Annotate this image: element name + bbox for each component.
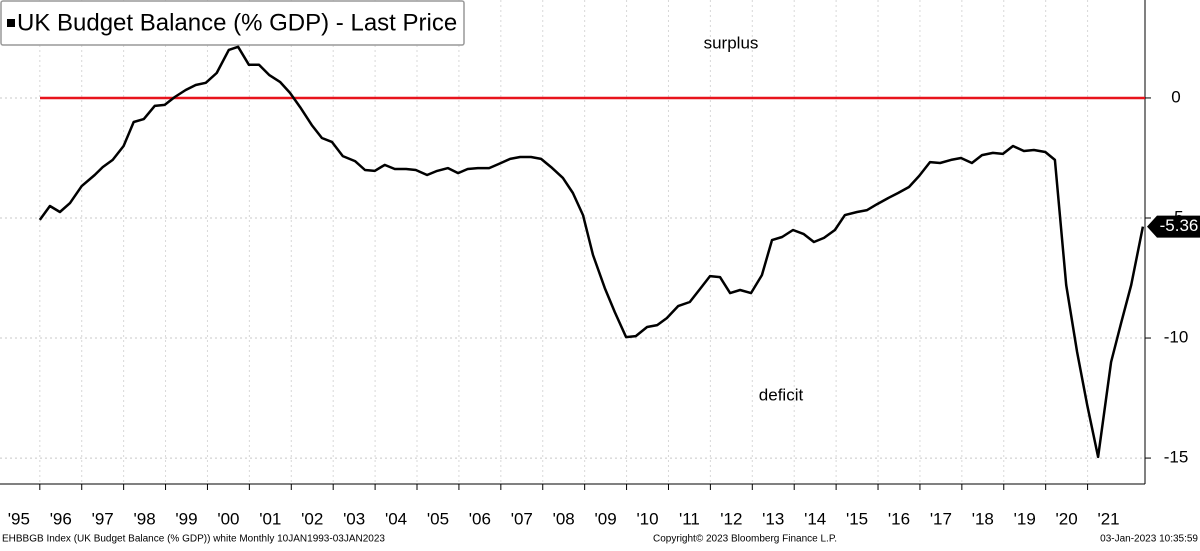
y-tick-label: -15 xyxy=(1164,448,1189,467)
x-tick-label: '10 xyxy=(636,509,658,528)
legend-swatch xyxy=(7,19,15,27)
x-tick-label: '96 xyxy=(50,509,72,528)
footer-left: EHBBGB Index (UK Budget Balance (% GDP))… xyxy=(2,534,385,545)
annotation: surplus xyxy=(704,33,759,52)
x-tick-label: '09 xyxy=(595,509,617,528)
y-tick-label: 0 xyxy=(1171,87,1180,106)
last-value-label: -5.36 xyxy=(1160,216,1199,235)
annotation: deficit xyxy=(759,385,804,404)
x-tick-label: '95 xyxy=(8,509,30,528)
x-tick-label: '14 xyxy=(804,509,826,528)
x-tick-label: '19 xyxy=(1014,509,1036,528)
x-tick-label: '13 xyxy=(762,509,784,528)
series-line xyxy=(38,45,1145,459)
x-tick-label: '01 xyxy=(259,509,281,528)
x-tick-label: '21 xyxy=(1097,509,1119,528)
x-tick-label: '11 xyxy=(679,509,700,528)
x-tick-label: '00 xyxy=(217,509,239,528)
x-tick-label: '99 xyxy=(175,509,197,528)
x-tick-label: '18 xyxy=(972,509,994,528)
x-tick-label: '08 xyxy=(553,509,575,528)
x-tick-label: '02 xyxy=(301,509,323,528)
legend-box xyxy=(0,0,465,46)
x-tick-label: '17 xyxy=(930,509,952,528)
x-tick-label: '16 xyxy=(888,509,910,528)
x-tick-label: '98 xyxy=(134,509,156,528)
legend-label: UK Budget Balance (% GDP) - Last Price xyxy=(17,9,457,36)
x-tick-label: '15 xyxy=(846,509,868,528)
x-tick-label: '12 xyxy=(720,509,742,528)
x-tick-label: '07 xyxy=(511,509,533,528)
x-tick-label: '20 xyxy=(1056,509,1078,528)
last-value-tag xyxy=(1147,215,1200,238)
x-tick-label: '97 xyxy=(92,509,114,528)
x-tick-label: '03 xyxy=(343,509,365,528)
y-tick-label: -10 xyxy=(1164,328,1189,347)
plot-area xyxy=(0,0,1145,484)
x-tick-label: '04 xyxy=(385,509,407,528)
x-tick-label: '05 xyxy=(427,509,449,528)
footer-right: 03-Jan-2023 10:35:59 xyxy=(1100,534,1198,545)
footer-center: Copyright© 2023 Bloomberg Finance L.P. xyxy=(653,534,837,545)
x-tick-label: '06 xyxy=(469,509,491,528)
